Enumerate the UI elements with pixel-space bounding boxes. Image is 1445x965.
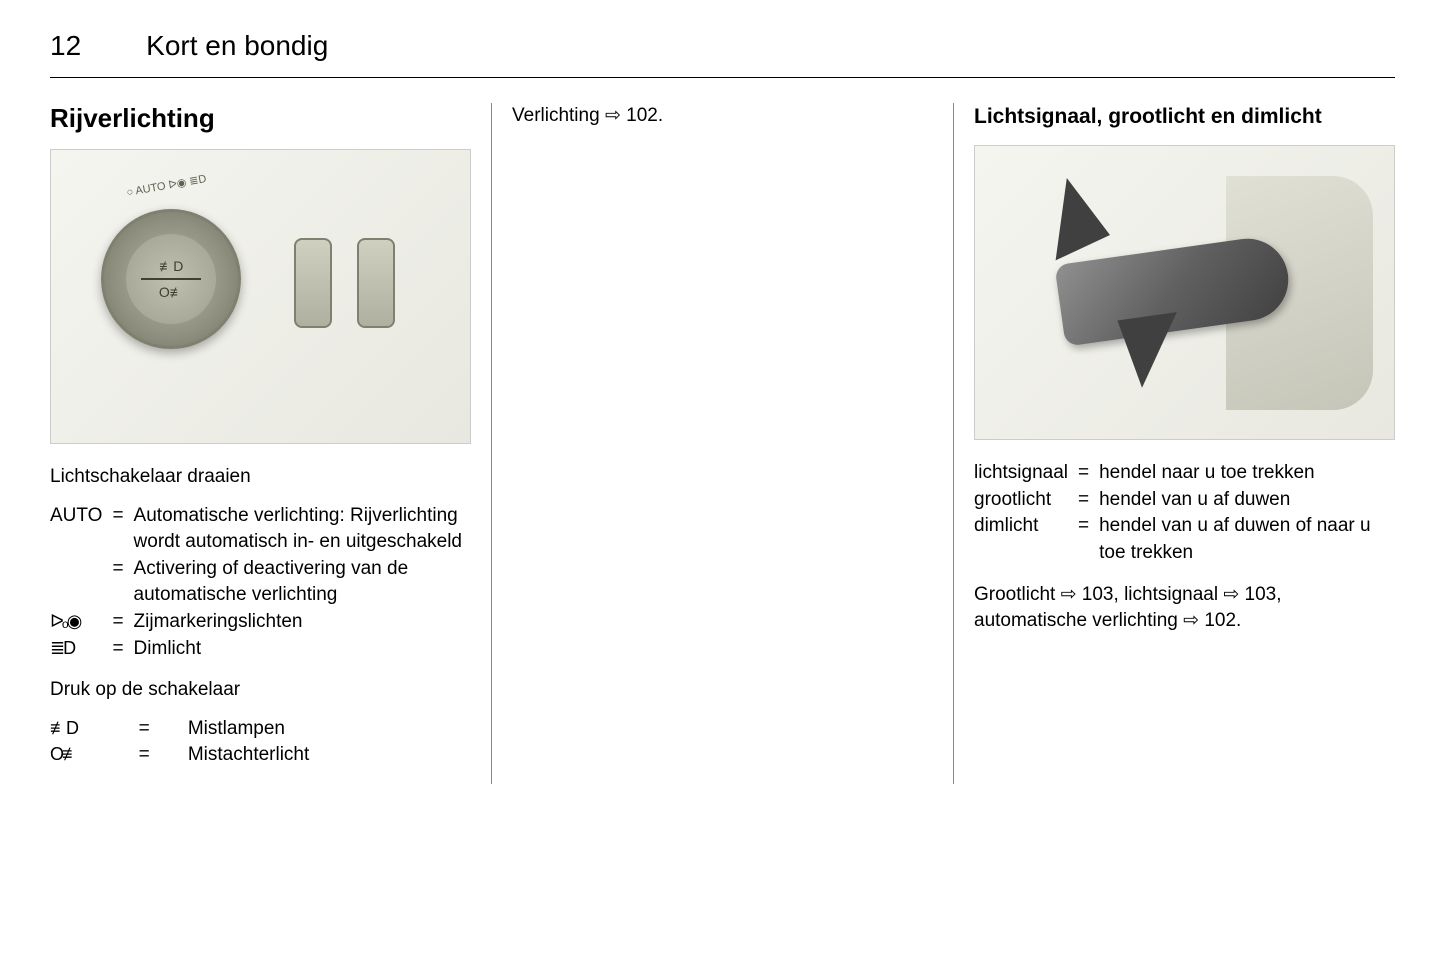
def-term: dimlicht	[974, 513, 1078, 566]
def-row: = Activering of deactivering van de auto…	[50, 556, 471, 609]
def-row: ≢D = Mistlampen	[50, 716, 471, 743]
arrow-down-icon	[1117, 312, 1186, 390]
main-dial: ≢D O≢	[101, 209, 241, 349]
def-eq: =	[112, 609, 133, 636]
col1-heading: Rijverlichting	[50, 103, 471, 134]
ref-page: 103	[1245, 584, 1277, 605]
fog-front-icon: ≢D	[159, 258, 183, 274]
def-term: grootlicht	[974, 487, 1078, 514]
definitions-table-2: ≢D = Mistlampen O≢ = Mistachterlicht	[50, 716, 471, 769]
def-desc: hendel naar u toe trekken	[1099, 460, 1395, 487]
ref-arrow-icon: ⇨	[605, 105, 621, 126]
foglight-front-icon: ≢D	[50, 716, 139, 743]
def-row: O≢ = Mistachterlicht	[50, 742, 471, 769]
foglight-rear-icon: O≢	[50, 742, 139, 769]
def-row: dimlicht = hendel van u af duwen of naar…	[974, 513, 1395, 566]
def-row: lichtsignaal = hendel naar u toe trekken	[974, 460, 1395, 487]
def-term-empty	[50, 556, 112, 609]
def-term-auto: AUTO	[50, 503, 112, 556]
ref-label: Verlichting	[512, 105, 600, 126]
def-eq: =	[1078, 513, 1099, 566]
page-number: 12	[50, 30, 81, 62]
col1-subtext2: Druk op de schakelaar	[50, 677, 471, 704]
def-desc: hendel van u af duwen	[1099, 487, 1395, 514]
ref-arrow-icon: ⇨	[1061, 584, 1077, 605]
def-desc: Mistlampen	[188, 716, 471, 743]
dial-auto-text: ○ AUTO ᐅ◉ ≣D	[126, 172, 208, 199]
dial-center: ≢D O≢	[126, 234, 216, 324]
side-control-1	[294, 238, 332, 328]
col1-subtext1: Lichtschakelaar draaien	[50, 464, 471, 491]
def-eq: =	[139, 742, 188, 769]
def-row: ᐅₒ◉ = Zijmarkeringslichten	[50, 609, 471, 636]
def-desc: Activering of deactivering van de automa…	[134, 556, 471, 609]
def-eq: =	[112, 636, 133, 663]
fog-rear-icon: O≢	[159, 284, 184, 300]
def-eq: =	[112, 556, 133, 609]
ref-page: 103	[1082, 584, 1114, 605]
col2-reference: Verlichting ⇨ 102.	[512, 103, 933, 130]
def-desc: hendel van u af duwen of naar u toe trek…	[1099, 513, 1395, 566]
def-eq: =	[112, 503, 133, 556]
col3-heading: Lichtsignaal, grootlicht en dimlicht	[974, 103, 1395, 130]
ref-label: Grootlicht	[974, 584, 1055, 605]
ref-arrow-icon: ⇨	[1223, 584, 1239, 605]
def-desc: Dimlicht	[134, 636, 471, 663]
lever-illustration	[974, 145, 1395, 440]
def-eq: =	[1078, 487, 1099, 514]
def-row: grootlicht = hendel van u af duwen	[974, 487, 1395, 514]
ref-page: 102	[626, 105, 658, 126]
ref-arrow-icon: ⇨	[1183, 610, 1199, 631]
column-2: Verlichting ⇨ 102.	[492, 103, 953, 784]
definitions-table-1: AUTO = Automatische verlichting: Rijverl…	[50, 503, 471, 663]
ref-page: 102	[1204, 610, 1236, 631]
dial-illustration: ○ AUTO ᐅ◉ ≣D ≢D O≢	[50, 149, 471, 444]
side-control-2	[357, 238, 395, 328]
def-term: lichtsignaal	[974, 460, 1078, 487]
column-3: Lichtsignaal, grootlicht en dimlicht lic…	[954, 103, 1395, 784]
col3-footer-refs: Grootlicht ⇨ 103, lichtsignaal ⇨ 103, au…	[974, 582, 1395, 635]
ref-label: automatische verlichting	[974, 610, 1178, 631]
dimlight-icon: ≣D	[50, 636, 112, 663]
def-row: AUTO = Automatische verlichting: Rijverl…	[50, 503, 471, 556]
column-1: Rijverlichting ○ AUTO ᐅ◉ ≣D ≢D O≢ Lichts…	[50, 103, 491, 784]
definitions-table-3: lichtsignaal = hendel naar u toe trekken…	[974, 460, 1395, 566]
sidelights-icon: ᐅₒ◉	[50, 609, 112, 636]
def-desc: Automatische verlichting: Rijverlichting…	[134, 503, 471, 556]
def-eq: =	[139, 716, 188, 743]
section-title: Kort en bondig	[146, 30, 328, 62]
page-header: 12 Kort en bondig	[50, 30, 1395, 62]
def-row: ≣D = Dimlicht	[50, 636, 471, 663]
header-divider	[50, 77, 1395, 78]
arrow-up-icon	[1026, 172, 1110, 261]
def-desc: Zijmarkeringslichten	[134, 609, 471, 636]
def-eq: =	[1078, 460, 1099, 487]
def-desc: Mistachterlicht	[188, 742, 471, 769]
content-columns: Rijverlichting ○ AUTO ᐅ◉ ≣D ≢D O≢ Lichts…	[50, 103, 1395, 784]
ref-label: lichtsignaal	[1124, 584, 1218, 605]
